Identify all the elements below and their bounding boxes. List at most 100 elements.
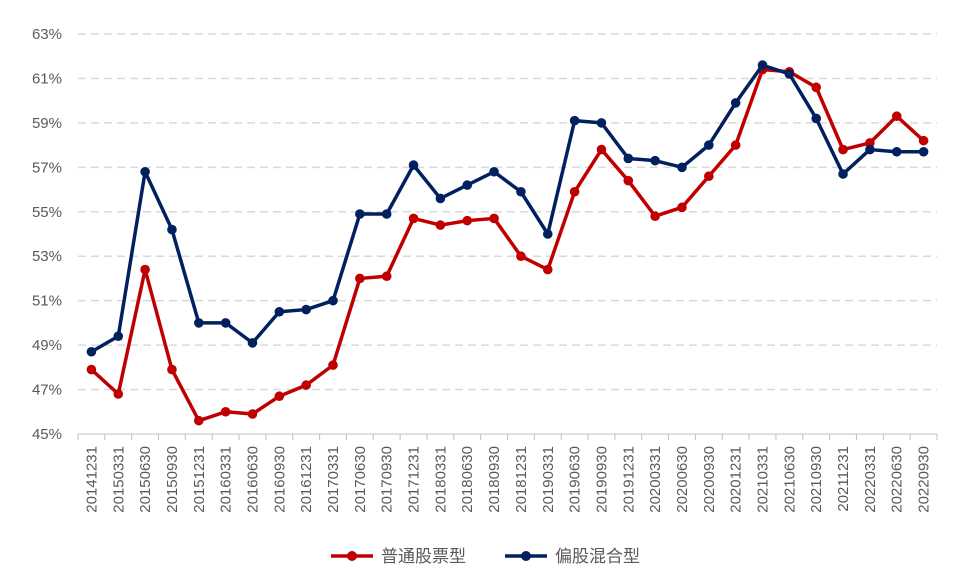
data-point (274, 391, 285, 402)
data-point (355, 273, 365, 284)
data-point (569, 186, 580, 197)
data-point (193, 415, 204, 426)
y-tick-label: 63% (32, 26, 62, 43)
x-tick-label: 20180930 (486, 446, 503, 513)
legend: 普通股票型 偏股混合型 (331, 547, 640, 567)
data-point (355, 209, 365, 219)
x-tick-label: 20190331 (540, 446, 557, 513)
x-tick-label: 20161231 (298, 446, 315, 513)
data-point (891, 111, 902, 122)
data-point (435, 220, 446, 230)
x-tick-label: 20220331 (862, 446, 879, 513)
data-point (462, 215, 473, 226)
data-point (891, 146, 902, 157)
series-lines (86, 60, 929, 426)
gridlines (78, 33, 937, 391)
x-tick-label: 20180331 (432, 446, 449, 513)
y-tick-label: 59% (32, 115, 62, 132)
data-point (704, 171, 714, 182)
data-point (838, 169, 848, 179)
data-point (596, 118, 607, 128)
y-axis-tick-labels: 45% 47% 49% 51% 53% 55% 57% 59% 61% 63% (32, 26, 62, 443)
x-tick-label: 20150930 (164, 446, 181, 513)
x-tick-label: 20200930 (701, 446, 718, 513)
x-tick-label: 20210331 (755, 446, 772, 513)
data-point (247, 409, 258, 419)
data-point (86, 346, 97, 357)
series-2 (86, 60, 929, 357)
data-point (247, 338, 258, 348)
y-tick-label: 57% (32, 159, 62, 176)
data-point (220, 318, 231, 328)
data-point (113, 389, 124, 399)
data-point (140, 264, 150, 275)
data-point (918, 146, 929, 157)
data-point (167, 364, 177, 375)
data-point (596, 144, 607, 155)
y-tick-label: 45% (32, 426, 62, 443)
y-tick-label: 53% (32, 248, 62, 265)
data-point (489, 213, 499, 224)
x-tick-label: 20211231 (835, 446, 852, 512)
x-tick-label: 20171231 (406, 446, 423, 513)
data-point (113, 331, 124, 342)
legend-marker (521, 551, 531, 561)
y-tick-label: 51% (32, 293, 62, 310)
x-tick-label: 20170331 (325, 446, 342, 513)
y-tick-label: 49% (32, 337, 62, 354)
data-point (274, 306, 285, 317)
legend-item-2: 偏股混合型 (505, 547, 640, 567)
data-point (301, 304, 311, 315)
data-point (328, 295, 338, 306)
data-point (193, 318, 204, 328)
y-tick-label: 55% (32, 204, 62, 221)
x-tick-label: 20150630 (137, 446, 154, 513)
data-point (408, 160, 419, 170)
x-axis (77, 433, 938, 440)
x-tick-label: 20141231 (83, 446, 100, 513)
data-point (435, 193, 446, 204)
x-tick-label: 20191231 (620, 446, 637, 513)
data-point (381, 209, 392, 219)
data-point (730, 98, 741, 108)
data-point (677, 202, 687, 213)
x-tick-label: 20180630 (459, 446, 476, 513)
data-point (542, 229, 553, 239)
data-point (140, 166, 150, 177)
data-point (516, 186, 526, 197)
x-tick-label: 20151231 (191, 446, 208, 513)
legend-label: 偏股混合型 (555, 547, 640, 567)
x-tick-label: 20170630 (352, 446, 369, 513)
data-point (220, 406, 231, 417)
legend-marker (347, 551, 357, 561)
x-tick-label: 20220930 (916, 446, 933, 513)
data-point (516, 251, 526, 262)
x-tick-label: 20160930 (271, 446, 288, 513)
data-point (650, 155, 660, 166)
data-point (86, 364, 97, 375)
data-point (865, 144, 875, 155)
x-tick-label: 20150331 (110, 446, 127, 513)
data-point (811, 82, 822, 93)
data-point (623, 175, 634, 186)
data-point (462, 180, 473, 190)
data-point (730, 140, 741, 150)
x-axis-tick-labels: 20141231 20150331 20150630 20150930 20151231… (83, 446, 932, 513)
data-point (569, 115, 580, 126)
x-tick-label: 20210630 (781, 446, 798, 513)
x-tick-label: 20200630 (674, 446, 691, 513)
y-tick-label: 47% (32, 382, 62, 399)
x-tick-label: 20201231 (728, 446, 745, 513)
data-point (838, 144, 848, 155)
data-point (542, 264, 553, 275)
series-line (89, 63, 926, 354)
data-point (381, 271, 392, 282)
data-point (650, 211, 660, 222)
data-point (918, 135, 929, 146)
data-point (757, 60, 768, 70)
data-point (677, 162, 687, 173)
legend-label: 普通股票型 (381, 547, 466, 567)
series-1 (86, 64, 929, 426)
x-tick-label: 20190630 (567, 446, 584, 513)
